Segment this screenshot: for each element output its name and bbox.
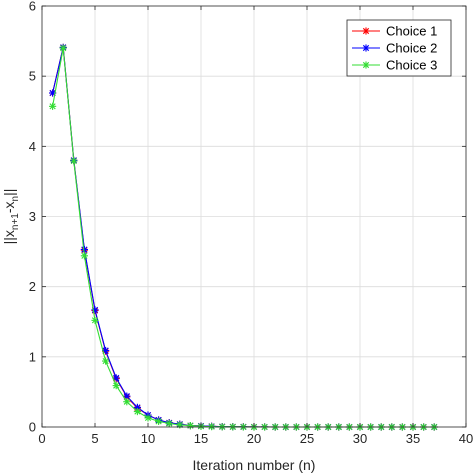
x-tick-label: 0 (38, 431, 45, 446)
data-point (186, 421, 194, 430)
y-label-part: || (1, 189, 17, 196)
y-tick-label: 5 (29, 69, 36, 84)
legend-label: Choice 3 (386, 58, 437, 73)
data-point (59, 44, 67, 52)
data-point (112, 374, 120, 382)
legend-item: Choice 3 (352, 58, 437, 73)
x-tick-label: 35 (406, 431, 420, 446)
x-tick-label: 40 (459, 431, 473, 446)
legend: Choice 1 Choice 2 Choice 3 (346, 19, 452, 77)
data-point (144, 414, 152, 422)
data-point (91, 316, 99, 324)
data-point (112, 382, 120, 390)
x-tick-label: 25 (300, 431, 314, 446)
data-point (176, 421, 184, 429)
y-label-part: -x (1, 201, 17, 213)
x-tick-label: 10 (141, 431, 155, 446)
legend-label: Choice 1 (386, 24, 437, 39)
x-axis-label: Iteration number (n) (193, 457, 316, 473)
legend-item: Choice 1 (352, 24, 437, 39)
y-tick-label: 1 (29, 349, 36, 364)
data-point (70, 157, 78, 165)
x-tick-label: 15 (194, 431, 208, 446)
data-point (49, 102, 57, 110)
y-tick-label: 2 (29, 279, 36, 294)
data-point (80, 252, 88, 260)
data-point (133, 407, 141, 416)
data-point (165, 419, 173, 428)
y-label-subscript: n+1 (10, 213, 21, 230)
y-label-subscript: n (10, 196, 21, 202)
y-tick-label: 6 (29, 0, 36, 14)
legend-marker (362, 61, 370, 69)
y-tick-label: 0 (29, 420, 36, 435)
grid-lines (42, 6, 466, 427)
data-point (102, 357, 110, 365)
data-point (123, 398, 131, 406)
legend-label: Choice 2 (386, 41, 437, 56)
legend-item: Choice 2 (352, 41, 437, 56)
y-axis-label: ||xn+1-xn|| (1, 189, 21, 245)
legend-marker (362, 27, 370, 35)
y-tick-label: 3 (29, 209, 36, 224)
y-tick-label: 4 (29, 139, 36, 154)
y-label-part: ||x (1, 230, 17, 244)
tick-labels: 0 5 10 15 20 25 30 35 40 0 1 2 3 4 5 6 (29, 0, 473, 446)
x-tick-label: 30 (353, 431, 367, 446)
x-tick-label: 5 (91, 431, 98, 446)
x-tick-label: 20 (247, 431, 261, 446)
legend-marker (362, 44, 370, 52)
data-point (155, 417, 163, 425)
axis-ticks (41, 5, 467, 428)
